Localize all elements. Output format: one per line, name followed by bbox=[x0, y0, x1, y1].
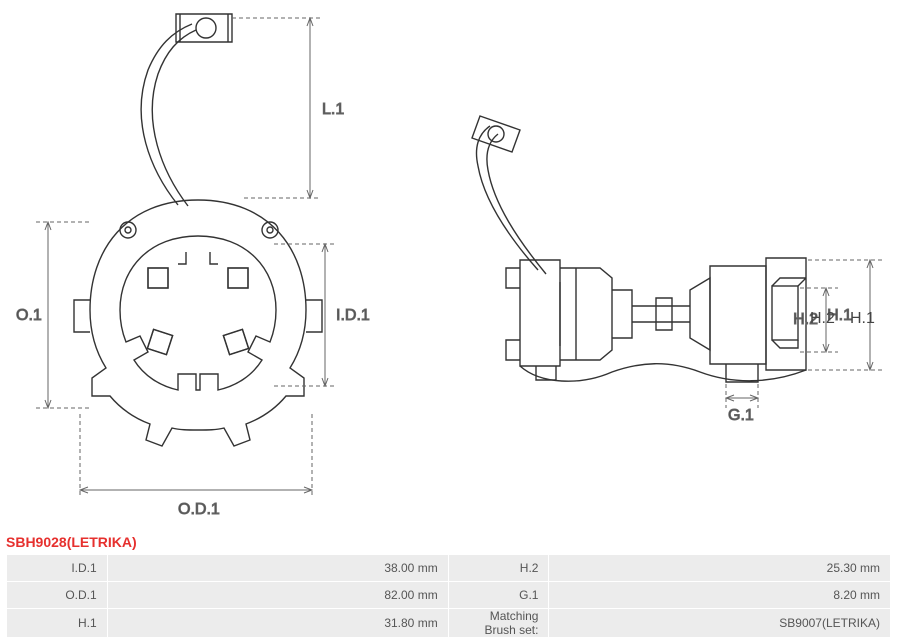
front-view bbox=[74, 14, 322, 446]
side-view bbox=[472, 116, 806, 382]
spec-label: O.D.1 bbox=[7, 582, 107, 608]
diagram-area: O.D.1 O.1 I.D.1 L.1 bbox=[0, 0, 897, 530]
spec-value: 38.00 mm bbox=[108, 555, 448, 581]
spec-label: H.2 bbox=[449, 555, 549, 581]
front-dimensions: O.D.1 O.1 I.D.1 L.1 bbox=[16, 18, 370, 518]
technical-drawing: O.D.1 O.1 I.D.1 L.1 bbox=[0, 0, 897, 530]
label-l1: L.1 bbox=[322, 101, 344, 118]
spec-table: I.D.1 38.00 mm H.2 25.30 mm O.D.1 82.00 … bbox=[6, 554, 891, 638]
label-h2-text: H.2 bbox=[810, 310, 835, 328]
label-od1: O.D.1 bbox=[178, 501, 220, 518]
part-title: SBH9028(LETRIKA) bbox=[6, 534, 137, 550]
spec-label: Matching Brush set: bbox=[449, 609, 549, 637]
label-h1-text: H.1 bbox=[850, 310, 875, 328]
spec-value: 31.80 mm bbox=[108, 609, 448, 637]
spec-value: 25.30 mm bbox=[549, 555, 890, 581]
label-o1: O.1 bbox=[16, 307, 42, 324]
label-g1: G.1 bbox=[728, 407, 754, 424]
table-row: O.D.1 82.00 mm G.1 8.20 mm bbox=[7, 582, 890, 608]
spec-value: 8.20 mm bbox=[549, 582, 890, 608]
table-row: I.D.1 38.00 mm H.2 25.30 mm bbox=[7, 555, 890, 581]
table-row: H.1 31.80 mm Matching Brush set: SB9007(… bbox=[7, 609, 890, 637]
spec-value: SB9007(LETRIKA) bbox=[549, 609, 890, 637]
spec-label: I.D.1 bbox=[7, 555, 107, 581]
spec-label: G.1 bbox=[449, 582, 549, 608]
side-dimensions: H.1 H.1 H.2 G.1 bbox=[726, 260, 882, 424]
spec-label: H.1 bbox=[7, 609, 107, 637]
label-id1: I.D.1 bbox=[336, 307, 370, 324]
spec-value: 82.00 mm bbox=[108, 582, 448, 608]
